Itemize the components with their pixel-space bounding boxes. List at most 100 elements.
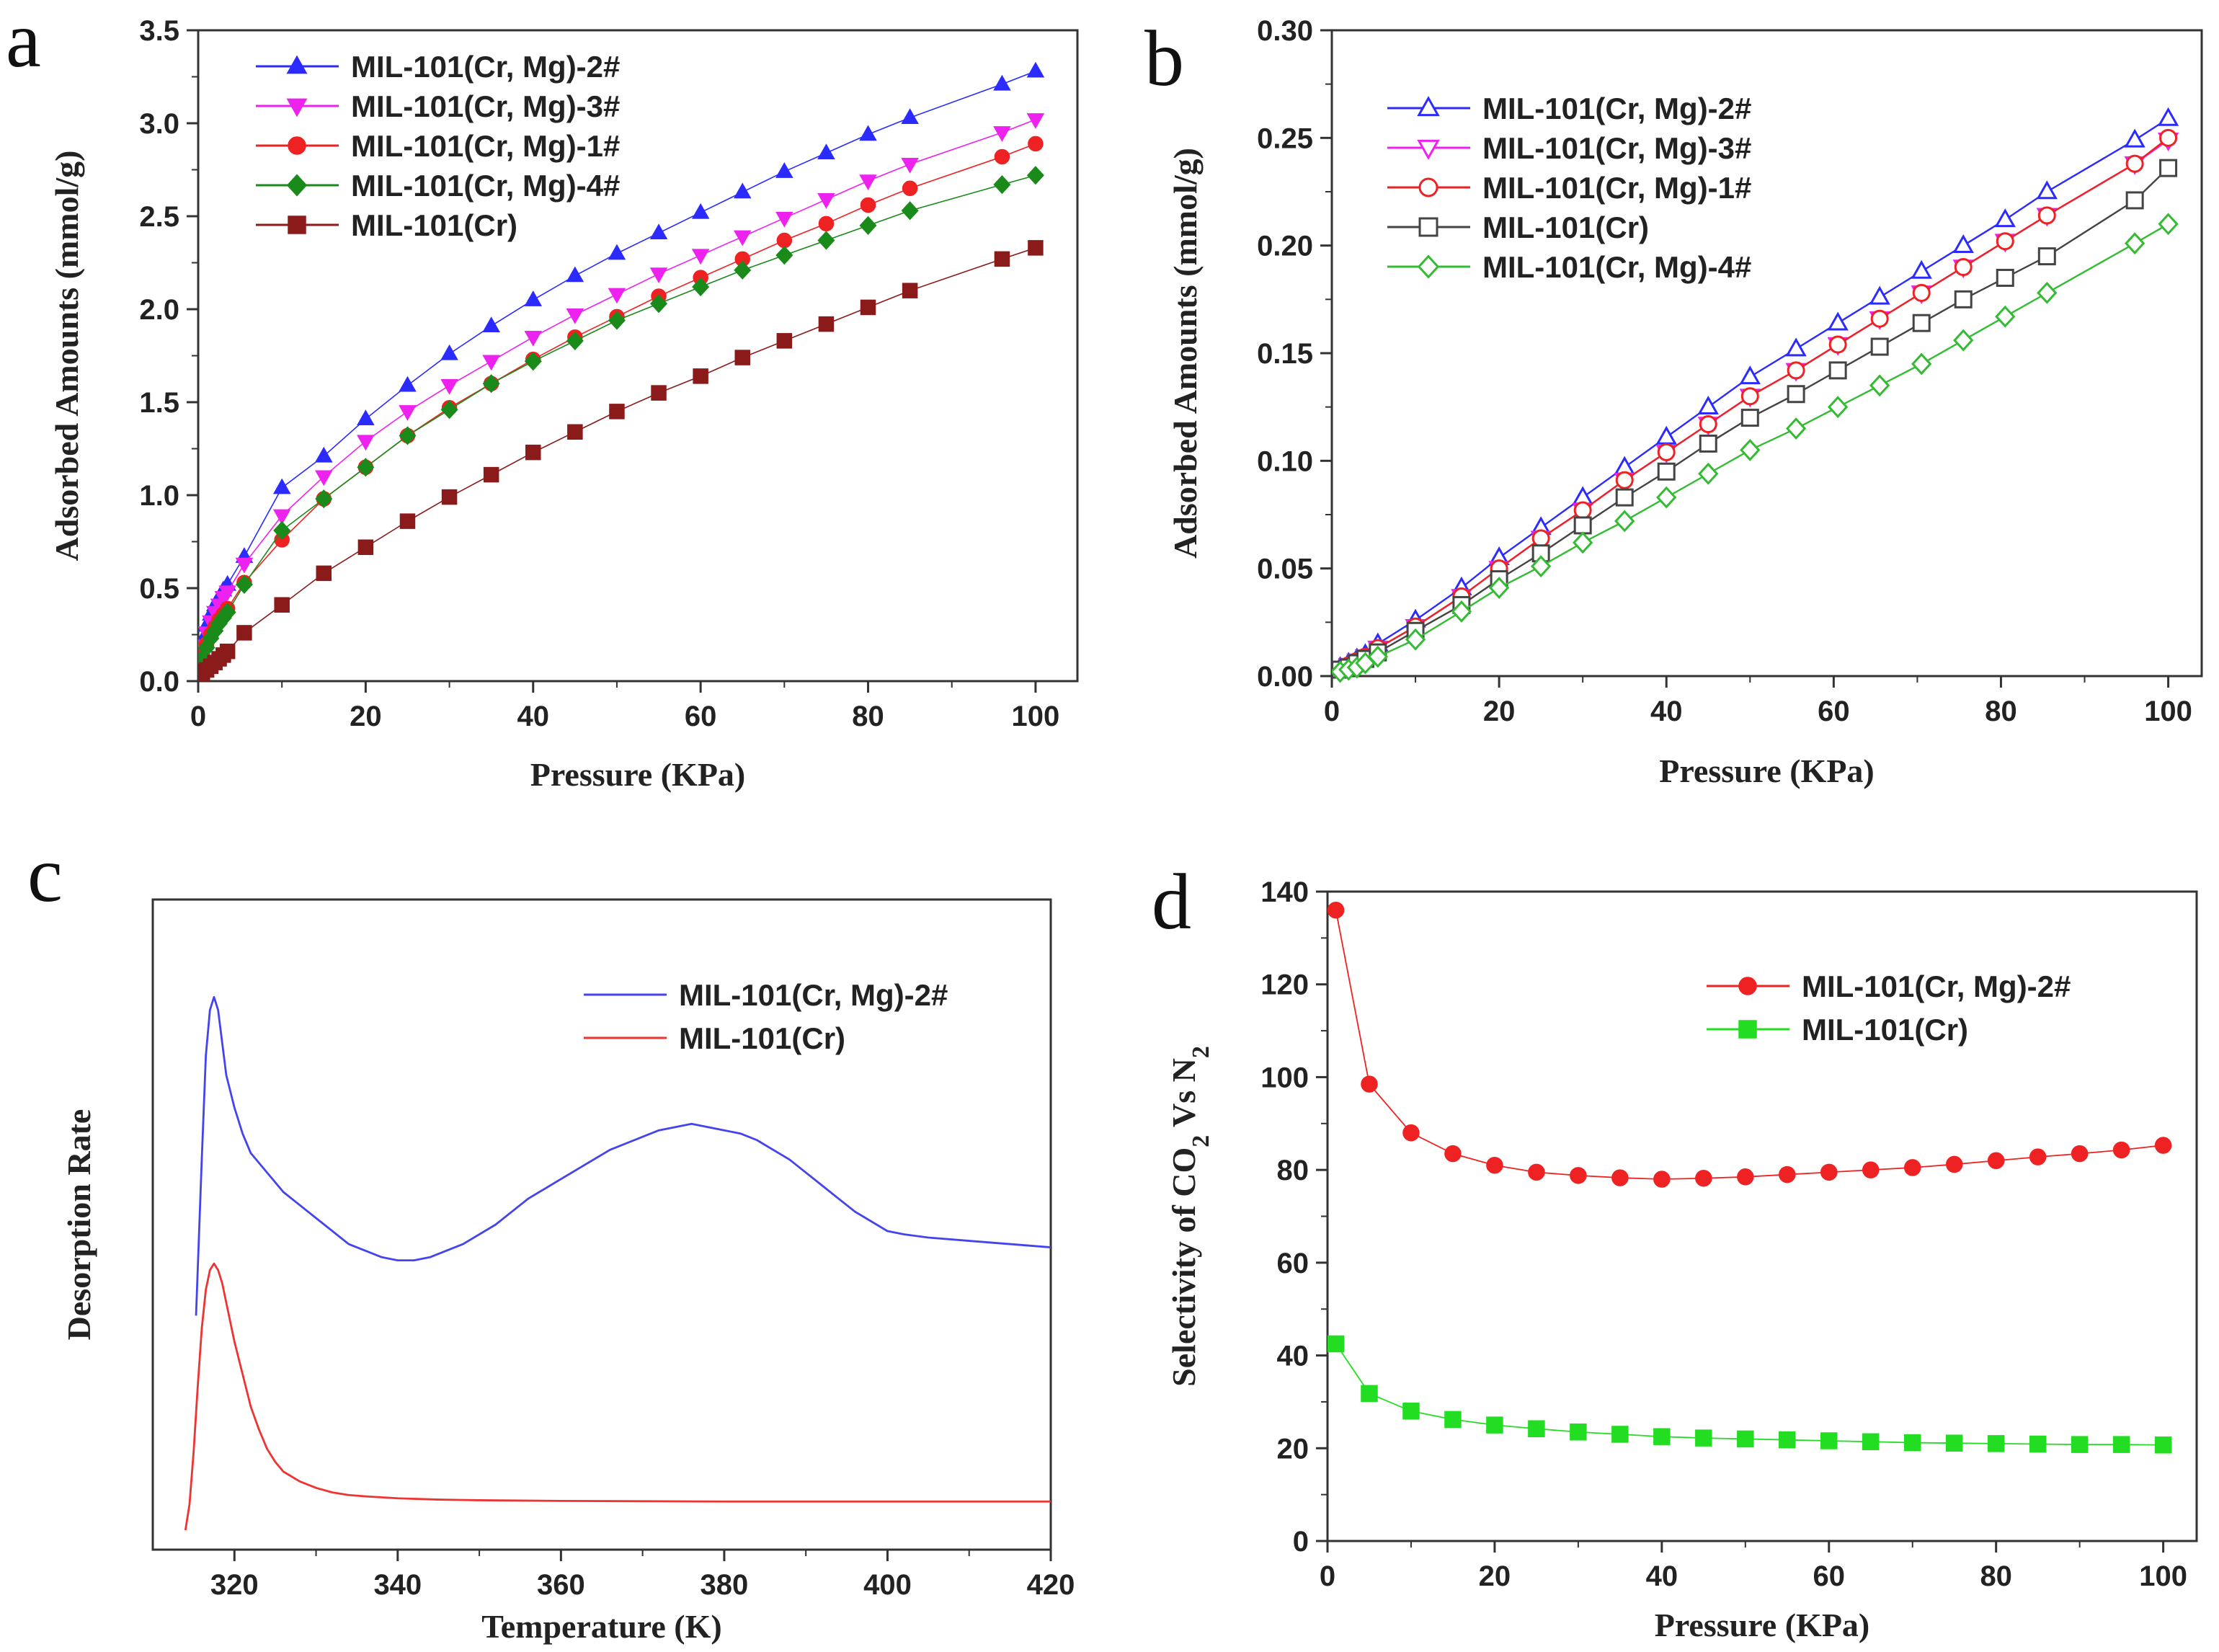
x-tick-label-b: 20: [1483, 696, 1516, 727]
data-point: [219, 643, 236, 660]
legend-entry-mil-101-cr-mg-4: MIL-101(Cr, Mg)-4#: [1387, 250, 1751, 284]
data-point: [1996, 268, 2014, 287]
y-tick-label-d: 20: [1277, 1433, 1309, 1465]
legend-label: MIL-101(Cr, Mg)-3#: [1482, 131, 1751, 165]
data-point: [902, 180, 918, 197]
data-point: [994, 148, 1010, 165]
legend-swatch-marker: [1418, 217, 1438, 237]
data-point: [1698, 462, 1719, 485]
data-point: [1739, 365, 1761, 385]
x-tick-label-c: 320: [210, 1569, 259, 1601]
data-point: [1026, 113, 1045, 129]
data-point: [859, 174, 877, 191]
data-point: [817, 231, 835, 250]
data-point: [482, 316, 500, 332]
x-tick-label-a: 100: [1012, 701, 1060, 732]
y-tick-label-b: 0.30: [1257, 15, 1313, 47]
data-point: [1528, 1163, 1545, 1181]
data-point: [357, 539, 374, 555]
series-line-mil-101-cr-mg-2: [195, 995, 1051, 1316]
y-tick-label-a: 2.0: [139, 294, 179, 326]
data-point: [1787, 385, 1805, 404]
series-mil-101-cr-mg-2-c: [195, 995, 1051, 1316]
data-point: [993, 126, 1011, 142]
data-point: [1028, 240, 1044, 256]
panel-letter-d: d: [1152, 858, 1191, 946]
data-point: [1695, 1429, 1712, 1447]
legend-label: MIL-101(Cr): [1482, 210, 1649, 244]
data-point: [994, 251, 1010, 267]
data-point: [1528, 1420, 1545, 1438]
data-point: [1828, 335, 1847, 354]
data-point: [1828, 396, 1849, 419]
chart-panel-b: 0 20 40 60 80 100 0.00 0.05 0.10 0.15 0.20 0.25 0.30…: [1167, 15, 2203, 789]
legend-entry-mil-101-cr-mg-4: MIL-101(Cr, Mg)-4#: [256, 169, 620, 203]
data-point: [399, 426, 417, 445]
legend-label: MIL-101(Cr, Mg)-1#: [351, 129, 620, 163]
data-point: [440, 379, 458, 395]
data-point: [1328, 1335, 1345, 1353]
data-point: [860, 299, 876, 316]
data-point: [1779, 1431, 1796, 1449]
y-tick-label-b: 0.25: [1257, 123, 1313, 154]
x-tick-label-d: 20: [1479, 1560, 1511, 1592]
data-point: [1402, 1403, 1420, 1420]
legend-swatch-marker: [286, 174, 308, 197]
x-tick-label-b: 60: [1818, 696, 1850, 727]
x-tick-label-a: 60: [685, 701, 717, 732]
data-point: [1367, 645, 1388, 668]
data-point: [2112, 1141, 2130, 1159]
x-tick-label-b: 80: [1985, 696, 2017, 727]
data-point: [1615, 488, 1634, 507]
data-point: [2037, 281, 2058, 304]
x-tick-label-b: 0: [1324, 696, 1340, 727]
x-tick-label-d: 100: [2139, 1560, 2187, 1592]
data-point: [483, 466, 499, 483]
data-point: [1695, 1169, 1712, 1187]
data-point: [1952, 234, 1974, 253]
legend-entry-mil-101-cr-mg-1: MIL-101(Cr, Mg)-1#: [256, 129, 620, 163]
data-point: [525, 444, 541, 461]
data-point: [691, 203, 710, 219]
data-point: [901, 108, 919, 125]
data-point: [1486, 1416, 1503, 1434]
data-point: [357, 409, 375, 425]
data-point: [692, 277, 710, 297]
data-point: [651, 385, 667, 401]
legend-entry-mil-101-cr-mg-3: MIL-101(Cr, Mg)-3#: [256, 89, 620, 123]
data-point: [566, 331, 584, 350]
legend-swatch-marker: [1418, 177, 1438, 197]
data-point: [901, 158, 919, 174]
data-point: [482, 355, 500, 371]
chart-panel-c: 320 340 360 380 400 420 Temperature (K) Desorpt…: [61, 898, 1075, 1645]
y-tick-label-a: 1.5: [139, 387, 179, 419]
data-point: [776, 333, 793, 349]
data-point: [399, 513, 416, 529]
data-point: [608, 311, 626, 330]
data-point: [1903, 1159, 1921, 1176]
data-point: [2029, 1435, 2047, 1453]
x-axis-title-c: Temperature (K): [481, 1608, 721, 1645]
data-point: [1995, 305, 2016, 328]
data-point: [1912, 283, 1931, 302]
x-tick-label-a: 0: [190, 701, 206, 732]
data-point: [1699, 415, 1717, 434]
legend-swatch-marker: [1417, 139, 1440, 160]
data-point: [1615, 471, 1634, 489]
data-point: [1611, 1426, 1629, 1443]
series-line-mil-101-cr: [184, 1262, 1051, 1531]
data-point: [1994, 208, 2016, 228]
data-point: [1531, 529, 1550, 548]
y-tick-label-d: 80: [1277, 1155, 1309, 1186]
data-point: [2158, 213, 2179, 236]
legend-label: MIL-101(Cr, Mg)-3#: [351, 89, 620, 123]
legend-entry-mil-101-cr: MIL-101(Cr): [1707, 1013, 1968, 1047]
data-point: [776, 232, 793, 249]
x-axis-title-b: Pressure (KPa): [1659, 752, 1875, 789]
data-point: [1740, 387, 1759, 406]
panel-letter-b: b: [1144, 14, 1184, 102]
data-point: [1570, 1167, 1587, 1184]
data-point: [2154, 1137, 2172, 1154]
legend-swatch-marker: [1738, 977, 1757, 995]
